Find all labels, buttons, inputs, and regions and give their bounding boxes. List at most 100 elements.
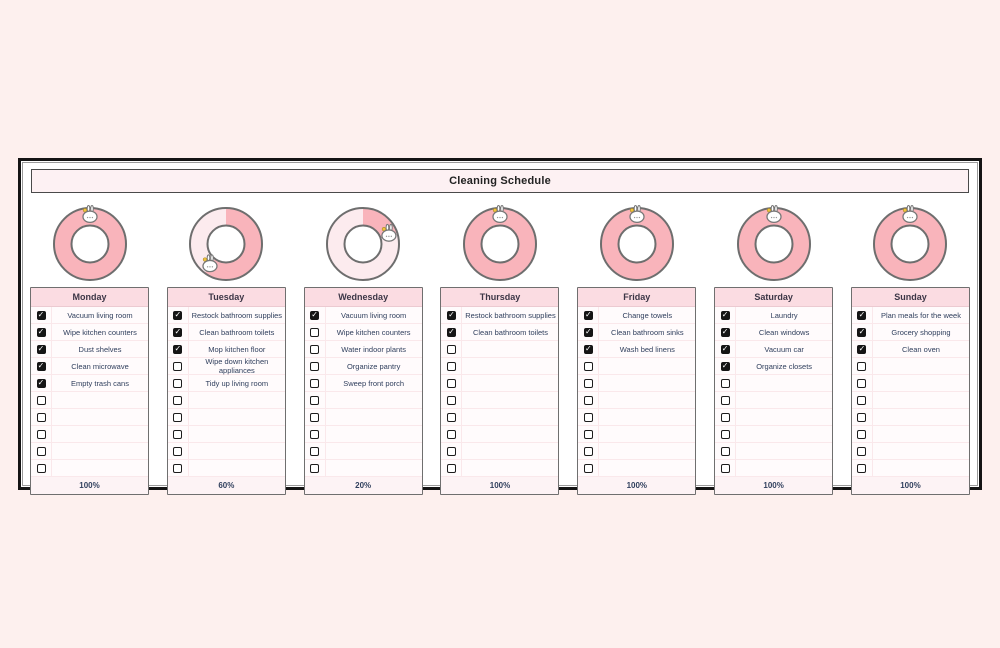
task-checkbox-checked[interactable]: ✓ [36, 361, 46, 371]
task-checkbox[interactable] [720, 395, 730, 405]
task-checkbox[interactable] [36, 412, 46, 422]
task-checkbox[interactable] [36, 463, 46, 473]
task-row: ✓ Restock bathroom supplies [441, 307, 559, 324]
task-checkbox-checked[interactable]: ✓ [36, 378, 46, 388]
task-checkbox[interactable] [857, 429, 867, 439]
task-checkbox[interactable] [310, 344, 320, 354]
task-checkbox[interactable] [173, 446, 183, 456]
task-checkbox-checked[interactable]: ✓ [857, 327, 867, 337]
checkbox-cell [852, 392, 873, 408]
task-checkbox[interactable] [583, 412, 593, 422]
checkbox-cell: ✓ [715, 307, 737, 323]
checkbox-cell [441, 460, 463, 476]
task-checkbox[interactable] [173, 361, 183, 371]
task-list: ✓ Vacuum living room ✓ Wipe kitchen counter… [31, 307, 148, 477]
task-row [441, 358, 559, 375]
task-checkbox[interactable] [446, 344, 456, 354]
task-checkbox[interactable] [310, 378, 320, 388]
checkbox-cell [305, 426, 326, 442]
task-checkbox[interactable] [583, 361, 593, 371]
task-checkbox[interactable] [36, 395, 46, 405]
task-checkbox[interactable] [720, 463, 730, 473]
task-checkbox[interactable] [446, 429, 456, 439]
task-checkbox[interactable] [446, 395, 456, 405]
task-checkbox-checked[interactable]: ✓ [173, 310, 183, 320]
task-label: Wipe kitchen counters [336, 327, 411, 337]
task-checkbox-checked[interactable]: ✓ [173, 327, 183, 337]
task-checkbox-checked[interactable]: ✓ [446, 327, 456, 337]
day-header: Saturday [715, 288, 833, 307]
task-label [873, 409, 969, 425]
task-checkbox[interactable] [310, 395, 320, 405]
task-checkbox-checked[interactable]: ✓ [36, 344, 46, 354]
task-checkbox[interactable] [857, 412, 867, 422]
task-checkbox[interactable] [720, 429, 730, 439]
task-row [167, 426, 285, 443]
task-checkbox[interactable] [583, 395, 593, 405]
task-checkbox[interactable] [173, 378, 183, 388]
task-checkbox[interactable] [173, 463, 183, 473]
checkbox-cell [852, 375, 873, 391]
task-checkbox[interactable] [310, 446, 320, 456]
task-checkbox[interactable] [173, 395, 183, 405]
task-row: ✓ Clean bathroom toilets [167, 324, 285, 341]
task-row [304, 392, 422, 409]
task-checkbox-checked[interactable]: ✓ [720, 344, 730, 354]
checkbox-cell [852, 460, 873, 476]
task-checkbox[interactable] [310, 463, 320, 473]
task-checkbox[interactable] [857, 446, 867, 456]
task-checkbox[interactable] [720, 446, 730, 456]
task-checkbox-checked[interactable]: ✓ [36, 327, 46, 337]
task-label: Organize pantry [346, 361, 401, 371]
task-checkbox[interactable] [446, 361, 456, 371]
task-checkbox[interactable] [173, 429, 183, 439]
task-checkbox-checked[interactable]: ✓ [857, 310, 867, 320]
day-card: Wednesday ✓ Vacuum living room Wipe kitche… [303, 287, 423, 495]
task-checkbox-checked[interactable]: ✓ [173, 344, 183, 354]
task-checkbox-checked[interactable]: ✓ [310, 310, 320, 320]
task-row [167, 460, 285, 477]
task-row: ✓ Empty trash cans [31, 375, 148, 392]
task-checkbox[interactable] [857, 378, 867, 388]
task-checkbox[interactable] [310, 429, 320, 439]
task-checkbox[interactable] [446, 378, 456, 388]
task-checkbox-checked[interactable]: ✓ [857, 344, 867, 354]
task-label [52, 426, 148, 442]
task-checkbox[interactable] [720, 412, 730, 422]
task-checkbox[interactable] [446, 463, 456, 473]
task-checkbox-checked[interactable]: ✓ [583, 310, 593, 320]
task-checkbox-checked[interactable]: ✓ [583, 327, 593, 337]
task-checkbox-checked[interactable]: ✓ [720, 361, 730, 371]
task-checkbox[interactable] [857, 361, 867, 371]
task-checkbox[interactable] [310, 361, 320, 371]
task-checkbox[interactable] [446, 412, 456, 422]
task-checkbox[interactable] [583, 446, 593, 456]
task-label [736, 443, 832, 459]
checkbox-cell: ✓ [441, 324, 463, 340]
task-checkbox[interactable] [583, 429, 593, 439]
task-checkbox[interactable] [36, 446, 46, 456]
task-checkbox[interactable] [310, 327, 320, 337]
task-label [326, 460, 422, 476]
task-checkbox[interactable] [36, 429, 46, 439]
donut-progress-chart [873, 205, 948, 281]
task-checkbox-checked[interactable]: ✓ [720, 327, 730, 337]
task-checkbox[interactable] [720, 378, 730, 388]
task-checkbox[interactable] [583, 463, 593, 473]
task-label [873, 443, 969, 459]
task-checkbox[interactable] [583, 378, 593, 388]
task-row [441, 460, 559, 477]
task-checkbox[interactable] [857, 395, 867, 405]
task-checkbox-checked[interactable]: ✓ [36, 310, 46, 320]
task-checkbox[interactable] [446, 446, 456, 456]
task-checkbox-checked[interactable]: ✓ [583, 344, 593, 354]
task-checkbox[interactable] [310, 412, 320, 422]
checkbox-cell [852, 443, 873, 459]
task-checkbox-checked[interactable]: ✓ [446, 310, 456, 320]
donut-progress-chart [52, 205, 127, 281]
task-label [52, 443, 148, 459]
task-checkbox-checked[interactable]: ✓ [720, 310, 730, 320]
task-checkbox[interactable] [857, 463, 867, 473]
task-checkbox[interactable] [173, 412, 183, 422]
task-label [189, 392, 285, 408]
